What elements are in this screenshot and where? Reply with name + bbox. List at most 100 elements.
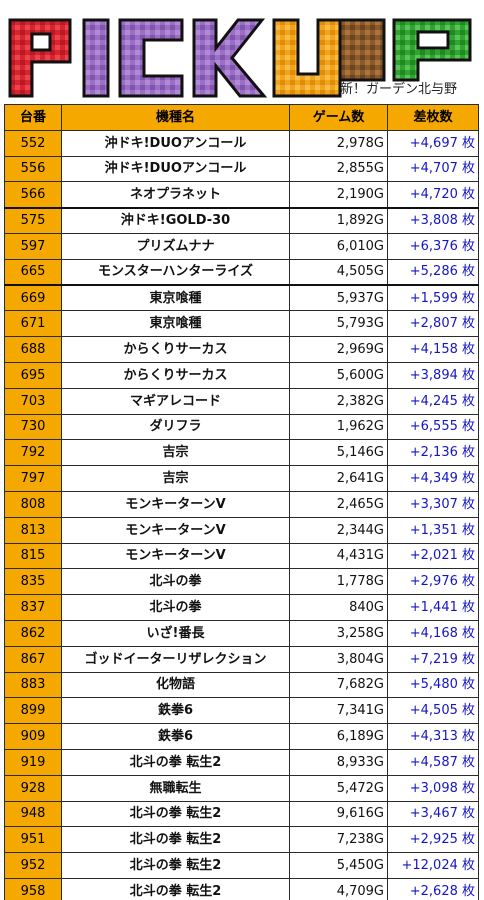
coin-difference-cell: +12,024 枚 xyxy=(387,852,479,879)
game-count-cell: 3,804G xyxy=(289,645,388,673)
logo-letter-p2 xyxy=(392,18,472,82)
table-row: 837 北斗の拳 840G +1,441 枚 xyxy=(4,594,479,621)
table-row: 883 化物語 7,682G +5,480 枚 xyxy=(4,671,479,699)
game-count-cell: 1,778G xyxy=(289,568,388,596)
coin-difference-cell: +4,349 枚 xyxy=(387,465,479,492)
coin-difference-cell: +2,136 枚 xyxy=(387,439,479,467)
coin-difference-cell: +3,894 枚 xyxy=(387,361,479,389)
game-count-cell: 3,258G xyxy=(289,619,388,647)
machine-name-cell: ゴッドイーターリザレクション xyxy=(61,645,290,673)
machine-name-cell: ネオプラネット xyxy=(61,181,290,209)
machine-name-cell: 北斗の拳 転生2 xyxy=(61,748,290,776)
coin-difference-cell: +2,925 枚 xyxy=(387,826,479,854)
table-row: 835 北斗の拳 1,778G +2,976 枚 xyxy=(4,568,479,596)
coin-difference-cell: +1,441 枚 xyxy=(387,594,479,621)
machine-no-cell: 867 xyxy=(4,645,62,673)
coin-difference-cell: +4,168 枚 xyxy=(387,619,479,647)
table-row: 730 ダリフラ 1,962G +6,555 枚 xyxy=(4,413,479,441)
coin-difference-cell: +4,505 枚 xyxy=(387,697,479,725)
table-row: 797 吉宗 2,641G +4,349 枚 xyxy=(4,465,479,492)
machine-no-cell: 730 xyxy=(4,413,62,441)
table-row: 566 ネオプラネット 2,190G +4,720 枚 xyxy=(4,181,479,209)
coin-difference-cell: +3,808 枚 xyxy=(387,206,479,234)
machine-name-cell: モンスターハンターライズ xyxy=(61,258,290,286)
table-row: 948 北斗の拳 転生2 9,616G +3,467 枚 xyxy=(4,800,479,828)
machine-no-cell: 862 xyxy=(4,619,62,647)
machine-name-cell: 無職転生 xyxy=(61,774,290,802)
machine-name-cell: モンキーターンV xyxy=(61,542,290,570)
machine-no-cell: 808 xyxy=(4,490,62,518)
logo-letter-c xyxy=(118,18,184,98)
machine-no-cell: 695 xyxy=(4,361,62,389)
machine-no-cell: 566 xyxy=(4,181,62,209)
machine-no-cell: 815 xyxy=(4,542,62,570)
table-row: 695 からくりサーカス 5,600G +3,894 枚 xyxy=(4,361,479,389)
logo-letter-i xyxy=(82,18,110,98)
machine-name-cell: プリズムナナ xyxy=(61,232,290,260)
machine-name-cell: 北斗の拳 xyxy=(61,594,290,621)
table-body: 552 沖ドキ!DUOアンコール 2,978G +4,697 枚 556 沖ドキ!DUOア… xyxy=(4,129,479,900)
machine-no-cell: 688 xyxy=(4,336,62,363)
table-row: 867 ゴッドイーターリザレクション 3,804G +7,219 枚 xyxy=(4,645,479,673)
game-count-cell: 5,450G xyxy=(289,852,388,879)
game-count-cell: 1,892G xyxy=(289,206,388,234)
game-count-cell: 8,933G xyxy=(289,748,388,776)
machine-no-cell: 909 xyxy=(4,723,62,750)
machine-name-cell: 北斗の拳 転生2 xyxy=(61,877,290,900)
machine-name-cell: 化物語 xyxy=(61,671,290,699)
header-coin-difference: 差枚数 xyxy=(387,104,479,131)
coin-difference-cell: +7,219 枚 xyxy=(387,645,479,673)
game-count-cell: 2,382G xyxy=(289,387,388,415)
table-row: 952 北斗の拳 転生2 5,450G +12,024 枚 xyxy=(4,852,479,879)
coin-difference-cell: +2,807 枚 xyxy=(387,310,479,338)
coin-difference-cell: +4,245 枚 xyxy=(387,387,479,415)
machine-no-cell: 556 xyxy=(4,155,62,183)
machine-no-cell: 669 xyxy=(4,284,62,312)
machine-no-cell: 951 xyxy=(4,826,62,854)
logo-letter-p xyxy=(8,18,72,98)
machine-name-cell: 鉄拳6 xyxy=(61,697,290,725)
pickup-banner: 新！ガーデン北与野 xyxy=(0,0,484,102)
machine-no-cell: 919 xyxy=(4,748,62,776)
table-row: 552 沖ドキ!DUOアンコール 2,978G +4,697 枚 xyxy=(4,129,479,157)
coin-difference-cell: +2,976 枚 xyxy=(387,568,479,596)
logo-letter-u xyxy=(272,18,342,98)
game-count-cell: 5,793G xyxy=(289,310,388,338)
table-row: 671 東京喰種 5,793G +2,807 枚 xyxy=(4,310,479,338)
store-name: 新！ガーデン北与野 xyxy=(340,82,458,97)
machine-name-cell: モンキーターンV xyxy=(61,490,290,518)
machine-no-cell: 671 xyxy=(4,310,62,338)
machine-name-cell: 東京喰種 xyxy=(61,284,290,312)
machine-name-cell: 吉宗 xyxy=(61,439,290,467)
machine-name-cell: 沖ドキ!DUOアンコール xyxy=(61,155,290,183)
machine-name-cell: 北斗の拳 転生2 xyxy=(61,800,290,828)
table-row: 919 北斗の拳 転生2 8,933G +4,587 枚 xyxy=(4,748,479,776)
table-row: 813 モンキーターンV 2,344G +1,351 枚 xyxy=(4,516,479,544)
table-row: 951 北斗の拳 転生2 7,238G +2,925 枚 xyxy=(4,826,479,854)
machine-no-cell: 665 xyxy=(4,258,62,286)
machine-no-cell: 899 xyxy=(4,697,62,725)
table-row: 669 東京喰種 5,937G +1,599 枚 xyxy=(4,284,479,312)
machine-no-cell: 948 xyxy=(4,800,62,828)
machine-name-cell: 東京喰種 xyxy=(61,310,290,338)
coin-difference-cell: +5,286 枚 xyxy=(387,258,479,286)
game-count-cell: 2,855G xyxy=(289,155,388,183)
table-row: 815 モンキーターンV 4,431G +2,021 枚 xyxy=(4,542,479,570)
machine-name-cell: 北斗の拳 転生2 xyxy=(61,826,290,854)
machine-no-cell: 835 xyxy=(4,568,62,596)
coin-difference-cell: +4,697 枚 xyxy=(387,129,479,157)
coin-difference-cell: +4,587 枚 xyxy=(387,748,479,776)
machine-name-cell: 沖ドキ!DUOアンコール xyxy=(61,129,290,157)
coin-difference-cell: +4,707 枚 xyxy=(387,155,479,183)
coin-difference-cell: +3,098 枚 xyxy=(387,774,479,802)
machine-name-cell: からくりサーカス xyxy=(61,336,290,363)
header-game-count: ゲーム数 xyxy=(289,104,388,131)
game-count-cell: 7,238G xyxy=(289,826,388,854)
game-count-cell: 2,969G xyxy=(289,336,388,363)
table-row: 928 無職転生 5,472G +3,098 枚 xyxy=(4,774,479,802)
coin-difference-cell: +4,158 枚 xyxy=(387,336,479,363)
table-row: 958 北斗の拳 転生2 4,709G +2,628 枚 xyxy=(4,877,479,900)
machine-no-cell: 552 xyxy=(4,129,62,157)
machine-name-cell: からくりサーカス xyxy=(61,361,290,389)
coin-difference-cell: +3,307 枚 xyxy=(387,490,479,518)
